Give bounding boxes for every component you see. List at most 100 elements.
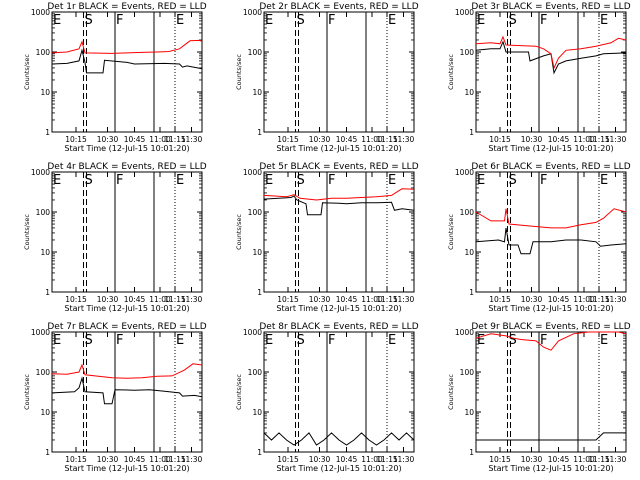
y-tick-label: 10 bbox=[252, 408, 262, 417]
marker-label: S bbox=[297, 173, 305, 188]
panel-6: Det 6r BLACK = Events, RED = LLD 1 10 100 10… bbox=[447, 162, 631, 313]
y-tick-label: 1000 bbox=[31, 328, 50, 337]
y-tick-label: 1000 bbox=[455, 328, 474, 337]
y-tick-label: 10 bbox=[40, 88, 50, 97]
marker-label: F bbox=[540, 173, 547, 188]
y-tick-label: 10 bbox=[464, 248, 474, 257]
marker-label: E bbox=[388, 13, 396, 28]
plot-frame bbox=[475, 331, 627, 453]
x-tick-label: 10:30 bbox=[521, 295, 543, 304]
y-tick-label: 1 bbox=[257, 128, 262, 137]
y-tick-label: 100 bbox=[248, 368, 263, 377]
x-tick-label: 10:30 bbox=[97, 135, 119, 144]
y-tick-label: 10 bbox=[40, 248, 50, 257]
y-tick-label: 1 bbox=[257, 448, 262, 457]
y-axis-label: Counts/sec bbox=[447, 374, 455, 410]
x-tick-label: 10:15 bbox=[489, 295, 511, 304]
x-tick-label: 10:15 bbox=[277, 135, 299, 144]
x-axis-label: Start Time (12-Jul-15 10:01:20) bbox=[276, 464, 401, 473]
series-line-events bbox=[476, 432, 626, 441]
x-tick-label: 10:30 bbox=[521, 135, 543, 144]
x-tick-label: 11:30 bbox=[605, 135, 627, 144]
x-tick-label: 11:30 bbox=[181, 455, 203, 464]
x-tick-label: 11:30 bbox=[605, 295, 627, 304]
x-axis-label: Start Time (12-Jul-15 10:01:20) bbox=[488, 144, 613, 153]
x-tick-label: 11:00 bbox=[573, 295, 595, 304]
y-tick-label: 100 bbox=[460, 368, 475, 377]
panel-title: Det 9r BLACK = Events, RED = LLD bbox=[471, 322, 630, 332]
y-tick-label: 1 bbox=[257, 288, 262, 297]
y-axis-label: Counts/sec bbox=[235, 374, 243, 410]
panel-9: Det 9r BLACK = Events, RED = LLD 1 10 100 10… bbox=[447, 322, 631, 473]
series-line-lld bbox=[475, 208, 627, 229]
plot-frame bbox=[475, 11, 627, 133]
marker-label: E bbox=[53, 333, 61, 348]
panel-title: Det 5r BLACK = Events, RED = LLD bbox=[259, 162, 418, 172]
x-tick-label: 10:30 bbox=[309, 295, 331, 304]
y-tick-label: 10 bbox=[40, 408, 50, 417]
y-tick-label: 1000 bbox=[243, 8, 262, 17]
marker-label: F bbox=[540, 13, 547, 28]
panel-title: Det 8r BLACK = Events, RED = LLD bbox=[259, 322, 418, 332]
marker-label: E bbox=[388, 173, 396, 188]
marker-label: E bbox=[265, 13, 273, 28]
x-tick-label: 11:15 bbox=[164, 295, 186, 304]
series-line-lld bbox=[475, 331, 627, 351]
x-axis-label: Start Time (12-Jul-15 10:01:20) bbox=[64, 144, 189, 153]
x-tick-label: 10:45 bbox=[336, 135, 358, 144]
panel-title: Det 1r BLACK = Events, RED = LLD bbox=[47, 2, 206, 12]
marker-label: E bbox=[600, 333, 608, 348]
y-axis-label: Counts/sec bbox=[447, 214, 455, 250]
x-tick-label: 11:15 bbox=[376, 295, 398, 304]
marker-label: F bbox=[116, 333, 123, 348]
marker-label: E bbox=[53, 173, 61, 188]
x-tick-label: 10:45 bbox=[124, 455, 146, 464]
marker-label: E bbox=[600, 173, 608, 188]
y-axis-label: Counts/sec bbox=[23, 54, 31, 90]
plot-frame bbox=[263, 11, 415, 133]
series-line-events bbox=[263, 432, 415, 446]
series-line-lld bbox=[51, 363, 203, 379]
x-tick-label: 11:15 bbox=[588, 135, 610, 144]
x-axis-label: Start Time (12-Jul-15 10:01:20) bbox=[488, 304, 613, 313]
series-line-events bbox=[475, 227, 627, 255]
y-axis-label: Counts/sec bbox=[447, 54, 455, 90]
x-tick-label: 10:15 bbox=[489, 135, 511, 144]
y-tick-label: 100 bbox=[248, 48, 263, 57]
x-tick-label: 11:00 bbox=[149, 455, 171, 464]
x-tick-label: 10:45 bbox=[548, 295, 570, 304]
y-tick-label: 1000 bbox=[243, 168, 262, 177]
marker-label: E bbox=[53, 13, 61, 28]
plot-frame bbox=[51, 11, 203, 133]
x-tick-label: 10:30 bbox=[309, 455, 331, 464]
marker-label: E bbox=[176, 173, 184, 188]
x-axis-label: Start Time (12-Jul-15 10:01:20) bbox=[276, 304, 401, 313]
marker-label: F bbox=[116, 13, 123, 28]
marker-label: S bbox=[85, 173, 93, 188]
x-tick-label: 10:45 bbox=[336, 455, 358, 464]
marker-label: E bbox=[265, 173, 273, 188]
marker-label: E bbox=[600, 13, 608, 28]
marker-label: E bbox=[477, 13, 485, 28]
x-axis-label: Start Time (12-Jul-15 10:01:20) bbox=[64, 464, 189, 473]
x-tick-label: 10:15 bbox=[489, 455, 511, 464]
y-tick-label: 1 bbox=[469, 288, 474, 297]
panel-5: Det 5r BLACK = Events, RED = LLD 1 10 100 10… bbox=[235, 162, 419, 313]
panel-7: Det 7r BLACK = Events, RED = LLD 1 10 100 10… bbox=[23, 322, 207, 473]
x-tick-label: 11:30 bbox=[181, 135, 203, 144]
marker-label: S bbox=[85, 333, 93, 348]
marker-label: E bbox=[265, 333, 273, 348]
panel-4: Det 4r BLACK = Events, RED = LLD 1 10 100 10… bbox=[23, 162, 207, 313]
marker-label: F bbox=[328, 173, 335, 188]
y-tick-label: 1 bbox=[45, 288, 50, 297]
x-tick-label: 10:30 bbox=[309, 135, 331, 144]
plot-frame bbox=[51, 331, 203, 453]
x-tick-label: 10:45 bbox=[548, 455, 570, 464]
y-tick-label: 100 bbox=[36, 208, 51, 217]
y-tick-label: 10 bbox=[252, 88, 262, 97]
panel-2: Det 2r BLACK = Events, RED = LLD 1 10 100 10… bbox=[235, 2, 419, 153]
plot-frame bbox=[263, 331, 415, 453]
y-tick-label: 100 bbox=[36, 368, 51, 377]
x-tick-label: 10:15 bbox=[65, 135, 87, 144]
series-line-lld bbox=[475, 35, 627, 70]
